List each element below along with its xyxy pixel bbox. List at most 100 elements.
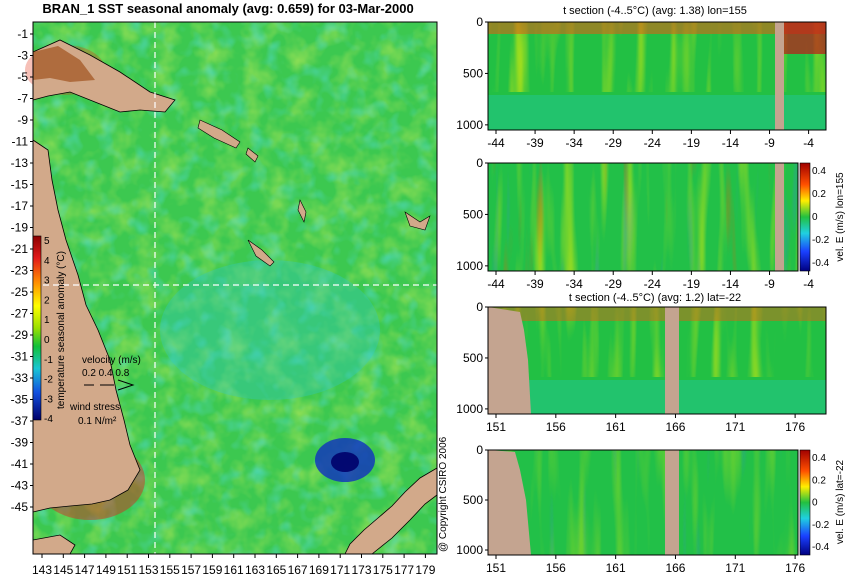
map-y-tick-label: -3 [17, 49, 28, 63]
p4-colorbar-tick: -0.2 [812, 520, 830, 531]
panel2-plot [487, 162, 799, 272]
p2-colorbar-tick: 0 [812, 212, 818, 223]
sst-colorbar-tick: -3 [44, 394, 53, 405]
map-x-tick-label: 157 [181, 563, 201, 577]
panel4-plot [487, 449, 799, 556]
panel2-side-label: vel. E (m/s) lon=155 [835, 172, 846, 262]
panel3-title: t section (-4..5°C) (avg: 1.2) lat=-22 [569, 292, 741, 304]
panel1-x-axis: -44 -39 -34 -29 -24 -19 -14 -9 -4 [487, 130, 814, 150]
sst-colorbar-tick: 0 [44, 335, 50, 346]
p3-x-tick-label: 161 [606, 420, 626, 434]
wind-legend-label: wind stress [69, 402, 120, 413]
sst-colorbar-tick: -2 [44, 375, 53, 386]
panel2-x-axis: -44 -39 -34 -29 -24 -19 -14 -9 -4 [487, 271, 814, 291]
panel2-colorbar-ticks: 0.4 0.2 0 -0.2 -0.4 [812, 166, 830, 269]
p1-y-tick-label: 1000 [456, 118, 483, 132]
map-y-tick-label: -5 [17, 70, 28, 84]
p4-x-tick-label: 166 [665, 561, 685, 575]
p1-y-tick-label: 0 [476, 15, 483, 29]
panel1-title: t section (-4..5°C) (avg: 1.38) lon=155 [563, 5, 747, 17]
sst-colorbar-tick: -1 [44, 355, 53, 366]
p4-x-tick-label: 161 [606, 561, 626, 575]
map-x-tick-label: 153 [138, 563, 158, 577]
sst-colorbar-tick: 3 [44, 276, 50, 287]
p1-x-tick-label: -29 [605, 136, 623, 150]
p1-x-tick-label: -44 [487, 136, 505, 150]
map-y-tick-label: -35 [11, 393, 29, 407]
sst-colorbar-tick: 4 [44, 256, 50, 267]
panel4-colorbar [799, 449, 811, 556]
land-australia [32, 139, 141, 513]
velocity-legend-values: 0.2 0.4 0.8 [82, 368, 130, 379]
map-x-tick-label: 165 [266, 563, 286, 577]
map-y-tick-label: -43 [11, 479, 29, 493]
p4-colorbar-tick: -0.4 [812, 542, 830, 553]
map-x-tick-label: 175 [373, 563, 393, 577]
p2-y-tick-label: 0 [476, 156, 483, 170]
map-y-tick-label: -33 [11, 371, 29, 385]
map-title: BRAN_1 SST seasonal anomaly (avg: 0.659)… [42, 1, 413, 16]
p3-y-tick-label: 0 [476, 300, 483, 314]
land-island [245, 147, 259, 163]
map-y-tick-label: -7 [17, 92, 28, 106]
panel4-side-label: vel. E (m/s) lat=-22 [835, 459, 846, 544]
p2-y-tick-label: 500 [463, 207, 483, 221]
panel4-colorbar-ticks: 0.4 0.2 0 -0.2 -0.4 [812, 453, 830, 553]
velocity-arrows [84, 379, 135, 391]
p1-y-tick-label: 500 [463, 66, 483, 80]
map-x-tick-label: 177 [394, 563, 414, 577]
cold-eddy-core [331, 452, 359, 472]
sst-colorbar-tick: -4 [44, 414, 53, 425]
map-y-tick-label: -13 [11, 156, 29, 170]
panel1-plot [487, 21, 827, 131]
map-y-tick-label: -27 [11, 307, 29, 321]
p2-x-tick-label: -44 [487, 277, 505, 291]
copyright-notice: @ Copyright CSIRO 2006 [438, 436, 449, 552]
p4-colorbar-tick: 0 [812, 498, 818, 509]
map-x-tick-label: 147 [75, 563, 95, 577]
map-x-tick-label: 143 [32, 563, 52, 577]
p3-x-tick-label: 171 [725, 420, 745, 434]
map-y-tick-label: -31 [11, 350, 29, 364]
land-vanuatu [297, 199, 307, 223]
p2-colorbar-tick: 0.4 [812, 166, 826, 177]
p2-x-tick-label: -29 [605, 277, 623, 291]
wind-legend-value: 0.1 N/m² [78, 416, 117, 427]
map-x-tick-label: 179 [415, 563, 435, 577]
land-highlands [33, 46, 95, 82]
p3-y-tick-label: 500 [463, 351, 483, 365]
map-y-tick-label: -25 [11, 285, 29, 299]
map-y-tick-label: -9 [17, 113, 28, 127]
panel4-x-axis: 151 156 161 166 171 176 [486, 555, 805, 575]
map-y-tick-label: -41 [11, 457, 29, 471]
sst-colorbar [32, 235, 42, 421]
map-x-tick-label: 145 [53, 563, 73, 577]
land-solomon-islands [197, 119, 241, 149]
p3-x-tick-label: 166 [665, 420, 685, 434]
map-x-axis: 143 145 147 149 151 153 155 157 159 161 163 165 167 1… [32, 554, 436, 577]
sst-colorbar-ticks: 5 4 3 2 1 0 -1 -2 -3 -4 [44, 236, 53, 425]
panel3-plot [487, 306, 827, 415]
p1-x-tick-label: -24 [644, 136, 662, 150]
sst-map [25, 21, 438, 555]
sst-colorbar-tick: 5 [44, 236, 50, 247]
panel2-y-axis: 0 500 1000 [456, 156, 488, 273]
p1-x-tick-label: -19 [683, 136, 701, 150]
p3-x-tick-label: 176 [785, 420, 805, 434]
map-x-tick-label: 173 [351, 563, 371, 577]
sst-colorbar-tick: 2 [44, 295, 50, 306]
p1-x-tick-label: -14 [722, 136, 740, 150]
p1-x-tick-label: -34 [565, 136, 583, 150]
p1-x-tick-label: -9 [764, 136, 775, 150]
land-new-zealand [344, 467, 438, 555]
p4-colorbar-tick: 0.2 [812, 475, 826, 486]
map-x-tick-label: 163 [245, 563, 265, 577]
p1-x-tick-label: -4 [803, 136, 814, 150]
sst-colorbar-label: temperature seasonal anomaly (°C) [56, 251, 67, 409]
velocity-legend-label: velocity (m/s) [82, 355, 141, 366]
p4-x-tick-label: 156 [546, 561, 566, 575]
p2-x-tick-label: -24 [644, 277, 662, 291]
land-fiji [404, 211, 431, 231]
p4-x-tick-label: 176 [785, 561, 805, 575]
